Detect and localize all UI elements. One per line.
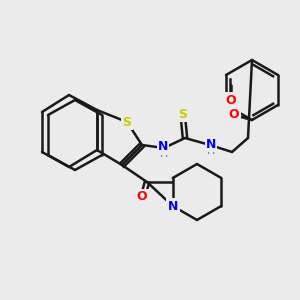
Text: N: N (168, 200, 178, 212)
Text: N: N (158, 140, 168, 154)
Text: H: H (207, 146, 215, 156)
Text: O: O (137, 190, 147, 203)
Text: O: O (226, 94, 236, 106)
Text: H: H (160, 149, 168, 159)
Text: S: S (122, 116, 131, 128)
Text: N: N (206, 137, 216, 151)
Text: O: O (229, 109, 239, 122)
Text: S: S (178, 107, 188, 121)
